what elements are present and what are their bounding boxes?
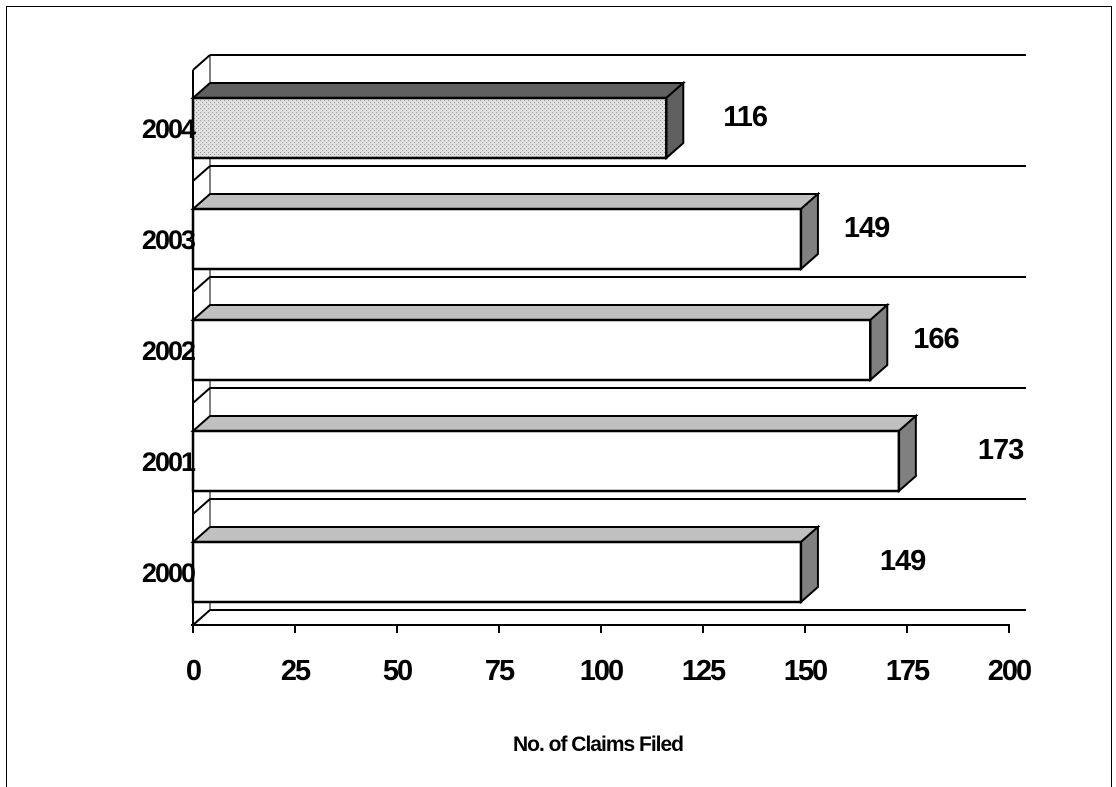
x-tick-label: 100 bbox=[580, 655, 623, 687]
bar-top-face bbox=[190, 526, 821, 543]
gridline-depth bbox=[192, 387, 211, 404]
bars bbox=[190, 80, 919, 605]
x-tick-label: 175 bbox=[886, 655, 930, 687]
x-tick-label: 25 bbox=[281, 655, 311, 687]
gridline-depth bbox=[192, 276, 211, 293]
bar-2001 bbox=[190, 413, 919, 494]
bar-top-face bbox=[190, 415, 919, 432]
frame-border-top bbox=[6, 6, 1112, 7]
x-tick-label: 150 bbox=[784, 655, 827, 687]
value-label: 149 bbox=[844, 212, 890, 244]
category-label: 2000 bbox=[142, 558, 195, 588]
value-label: 116 bbox=[723, 101, 768, 133]
frame-border-left bbox=[6, 6, 7, 787]
frame-border-right bbox=[1111, 6, 1112, 787]
bar-2003 bbox=[190, 191, 821, 272]
value-label: 149 bbox=[880, 545, 926, 577]
value-label: 173 bbox=[978, 434, 1024, 466]
x-tick-label: 200 bbox=[988, 655, 1031, 687]
category-labels: 2004 2003 2002 2001 2000 bbox=[142, 114, 198, 588]
bar-front-face bbox=[191, 540, 803, 604]
gridline-depth bbox=[192, 54, 211, 71]
value-labels: 116 149 166 173 149 bbox=[723, 101, 1025, 577]
gridline-depth bbox=[192, 609, 211, 626]
bar-top-face bbox=[190, 82, 686, 99]
x-axis-title: No. of Claims Filed bbox=[513, 733, 683, 756]
category-label: 2003 bbox=[142, 225, 196, 255]
value-label: 166 bbox=[913, 323, 959, 355]
bar-2004 bbox=[190, 80, 686, 161]
x-tick-label: 75 bbox=[485, 655, 515, 687]
bar-2002 bbox=[190, 302, 890, 383]
x-tick-label: 125 bbox=[682, 655, 726, 687]
category-label: 2004 bbox=[142, 114, 196, 144]
bar-front-face bbox=[191, 207, 803, 271]
bar-front-face bbox=[191, 429, 901, 493]
gridline-depth bbox=[192, 498, 211, 515]
category-label: 2001 bbox=[142, 447, 196, 477]
bar-2000 bbox=[190, 524, 821, 605]
category-label: 2002 bbox=[142, 336, 195, 366]
x-tick-label: 0 bbox=[186, 655, 201, 687]
x-tick-label: 50 bbox=[383, 655, 412, 687]
bar-top-face bbox=[190, 304, 890, 321]
bar-top-face bbox=[190, 193, 821, 210]
x-axis: 0 25 50 75 100 125 150 175 200 bbox=[186, 624, 1033, 687]
gridline-depth bbox=[192, 165, 211, 182]
bar-front-face bbox=[191, 318, 872, 382]
bar-front-face bbox=[191, 96, 668, 160]
